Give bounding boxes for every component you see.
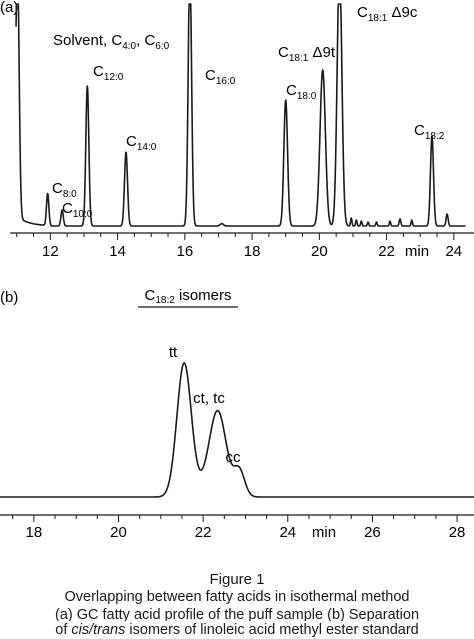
panel-a-peak-label: C18:0 xyxy=(286,82,317,102)
panel-a-xlabel: min xyxy=(405,243,429,260)
panel-a-peak-label: C10:0 xyxy=(62,200,93,220)
panel-b: (b) C18:2 isomers 18 20 22 24 26 28 min tt ct, … xyxy=(0,287,474,541)
panel-a-tick-label: 12 xyxy=(42,243,59,260)
panel-a: (a) 12 14 16 18 20 22 24 min Solvent, C4:0, C6:… xyxy=(0,0,474,260)
panel-a-peak-label: C8:0 xyxy=(52,180,77,200)
panel-a-peak-label: C18:1 Δ9t xyxy=(278,44,336,64)
caption-title: Figure 1 xyxy=(209,571,265,588)
panel-a-tick-label: 18 xyxy=(244,243,261,260)
caption-line-3: of cis/trans isomers of linoleic acid me… xyxy=(0,621,474,639)
panel-b-title-sub: 18:2 xyxy=(155,295,175,306)
panel-b-label: (b) xyxy=(0,289,18,306)
panel-b-title-after: isomers xyxy=(175,287,232,304)
panel-b-tick-label: 22 xyxy=(195,524,212,541)
panel-b-trace xyxy=(0,362,474,498)
panel-b-peak-label: ct, tc xyxy=(193,390,225,407)
panel-a-tick-label: 24 xyxy=(445,243,462,260)
panel-a-trace xyxy=(15,3,467,227)
panel-a-peak-label: C18:1 Δ9c xyxy=(357,4,418,24)
panel-b-tick-label: 20 xyxy=(110,524,127,541)
caption-line-3-post: isomers of linoleic acid methyl ester st… xyxy=(125,622,419,638)
panel-b-peak-labels: tt ct, tc cc xyxy=(169,344,241,466)
panel-a-label: (a) xyxy=(0,0,18,16)
panel-a-peak-label: C14:0 xyxy=(126,133,157,153)
panel-a-peak-label: C12:0 xyxy=(93,63,124,83)
panel-a-peak-label: C18:2 xyxy=(414,122,445,142)
panel-b-tick-label: 26 xyxy=(364,524,381,541)
panel-a-tick-label: 14 xyxy=(109,243,126,260)
panel-b-title-main: C xyxy=(145,287,156,304)
panel-b-tick-label: 28 xyxy=(449,524,466,541)
panel-b-peak-label: cc xyxy=(226,449,242,466)
panel-a-peak-label: C16:0 xyxy=(205,67,236,87)
caption-line-3-em: cis/trans xyxy=(71,622,126,638)
panel-a-tick-label: 20 xyxy=(311,243,328,260)
panel-b-title: C18:2 isomers xyxy=(145,287,232,306)
panel-a-peak-label: Solvent, C4:0, C6:0 xyxy=(53,32,170,52)
chromatogram-figure: (a) 12 14 16 18 20 22 24 min Solvent, C4:0, C6:… xyxy=(0,0,474,541)
panel-a-tick-label: 22 xyxy=(378,243,395,260)
panel-a-tick-label: 16 xyxy=(176,243,193,260)
caption-line-3-pre: of xyxy=(55,622,72,638)
panel-b-xlabel: min xyxy=(312,524,336,541)
panel-b-x-ticks: 18 20 22 24 26 28 min xyxy=(12,515,466,541)
caption-line-1: Overlapping between fatty acids in isoth… xyxy=(64,589,410,605)
panel-b-peak-label: tt xyxy=(169,344,178,361)
panel-a-x-ticks: 12 14 16 18 20 22 24 min xyxy=(16,233,462,260)
caption-line-2: (a) GC fatty acid profile of the puff sa… xyxy=(54,607,420,621)
panel-b-tick-label: 18 xyxy=(26,524,43,541)
panel-b-tick-label: 24 xyxy=(279,524,296,541)
